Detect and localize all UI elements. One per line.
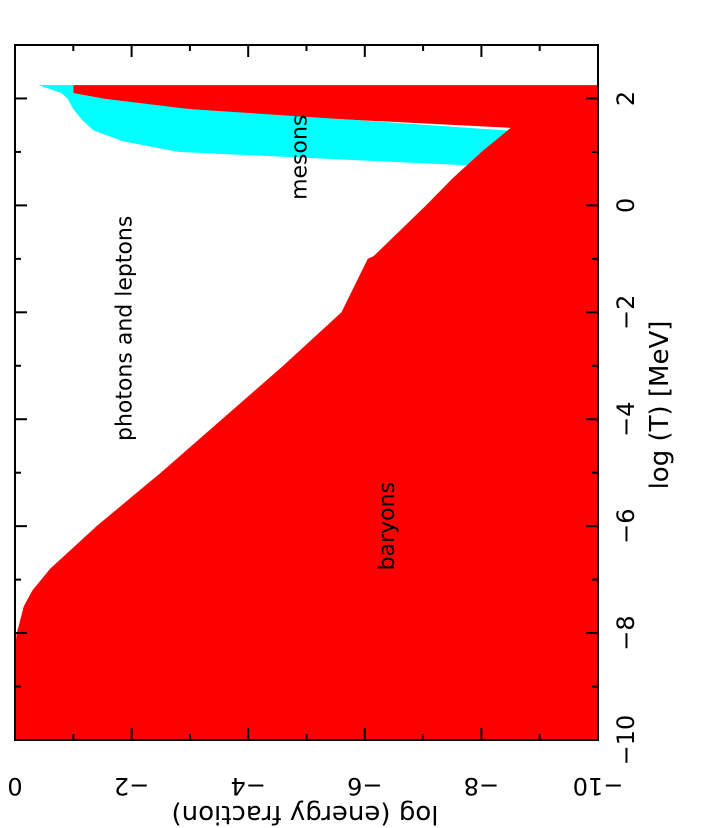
region-label: photons and leptons (113, 216, 138, 441)
x-tick-label: −6 (612, 508, 640, 543)
x-tick-label: 0 (612, 198, 640, 213)
y-tick-label: −8 (464, 772, 499, 800)
region-label: baryons (375, 482, 400, 570)
y-axis-label: log (energy fraction) (172, 799, 439, 828)
y-tick-label: −2 (114, 772, 149, 800)
baryons-area (15, 85, 598, 741)
x-axis-label: log (T) [MeV] (645, 321, 675, 490)
plot-area (15, 45, 598, 741)
mesons-area (38, 85, 508, 166)
x-tick-label: 2 (612, 91, 640, 106)
y-tick-label: −4 (231, 772, 266, 800)
y-tick-label: −6 (347, 772, 382, 800)
region-label: mesons (288, 115, 313, 200)
y-tick-label: −10 (573, 772, 624, 800)
x-tick-label: −8 (612, 615, 640, 650)
x-tick-label: −10 (612, 715, 640, 766)
x-tick-label: −2 (612, 295, 640, 330)
x-tick-label: −4 (612, 402, 640, 437)
axes: −10 −8 −6 −4 −2 0 2 −10 −8 −6 −4 −2 0 photons and lep… (7, 44, 640, 800)
y-tick-label: 0 (7, 772, 22, 800)
